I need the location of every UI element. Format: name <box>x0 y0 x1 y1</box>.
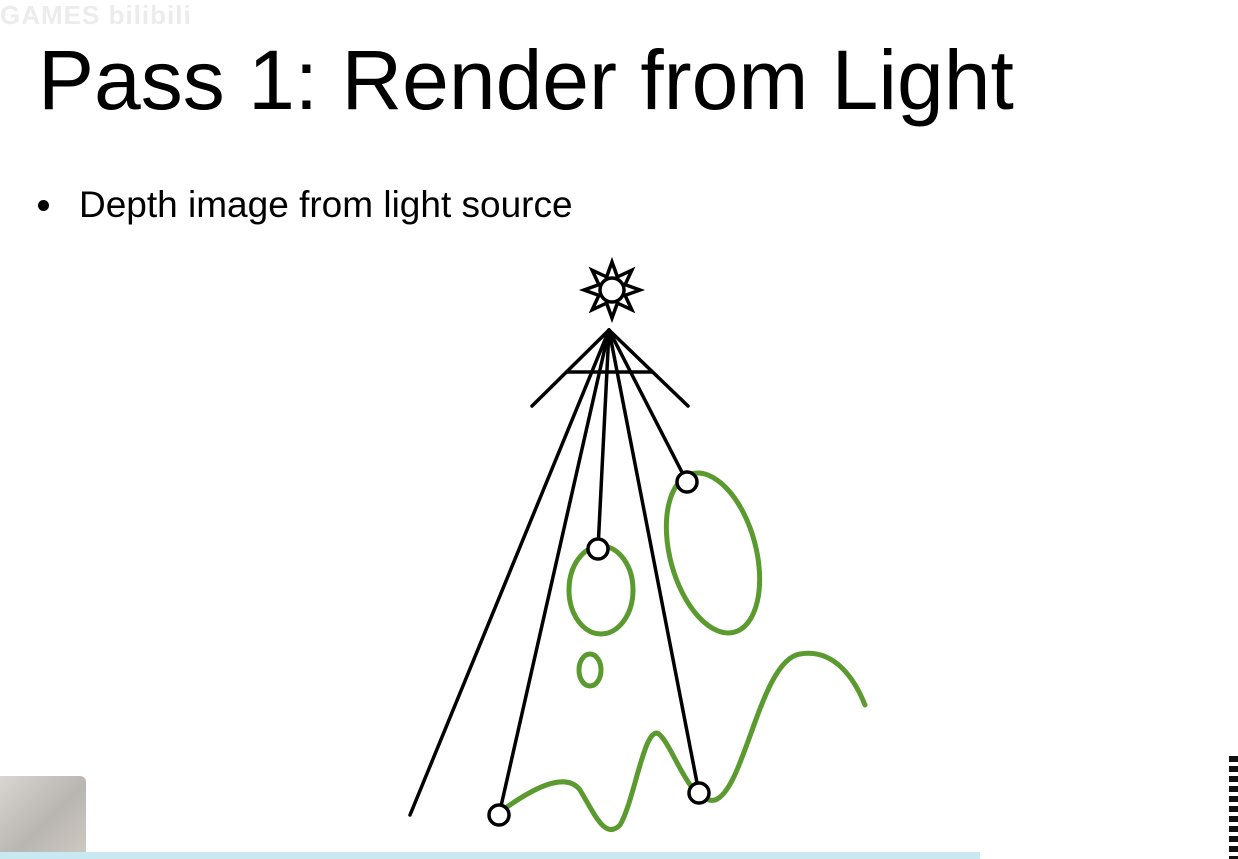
light-rays <box>408 328 701 817</box>
depth-point <box>586 537 610 561</box>
scene-objects <box>497 470 868 832</box>
video-progress-bar[interactable] <box>0 852 980 859</box>
large-ellipse-object <box>663 470 763 636</box>
ray-1 <box>408 328 611 817</box>
depth-point <box>487 803 511 827</box>
bullet-text: Depth image from light source <box>79 184 573 225</box>
frustum-right-edge <box>607 328 690 408</box>
ray-5 <box>607 328 689 484</box>
ray-3 <box>596 328 611 551</box>
slide-title: Pass 1: Render from Light <box>38 33 1014 127</box>
bullet-dot-icon <box>38 199 49 211</box>
bullet-item: Depth image from light source <box>38 184 573 226</box>
video-watermark: GAMES bilibili <box>0 0 192 30</box>
ray-4 <box>607 328 701 795</box>
ray-2 <box>497 328 611 817</box>
qr-code-fragment <box>1229 756 1238 859</box>
light-source-sun-icon <box>578 256 646 324</box>
presenter-webcam-thumbnail <box>0 776 86 859</box>
depth-point <box>675 470 699 494</box>
bullet-list: Depth image from light source <box>38 184 573 226</box>
frustum-left-edge <box>530 328 611 408</box>
ground-curve-object <box>497 650 868 832</box>
tiny-ellipse-object <box>576 651 604 689</box>
depth-sample-points <box>487 470 711 827</box>
depth-point <box>687 781 711 805</box>
